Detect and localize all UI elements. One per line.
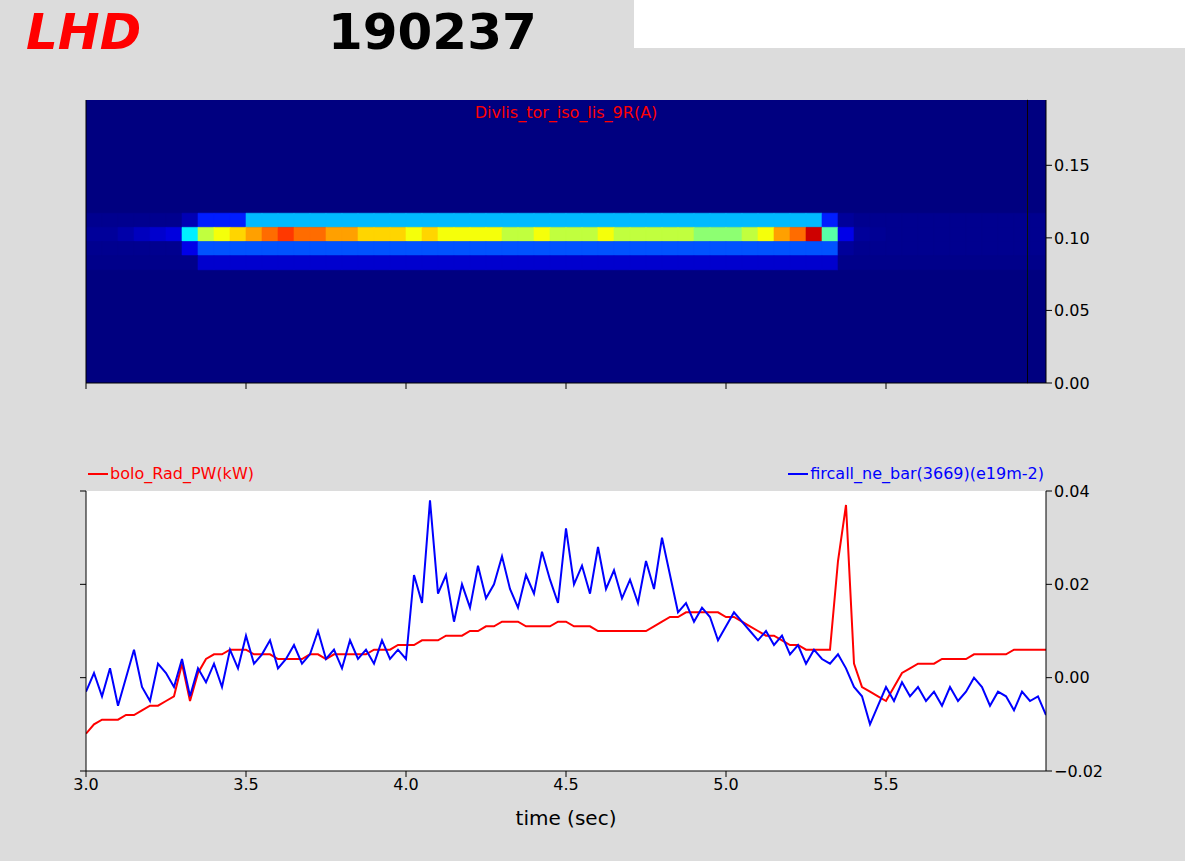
svg-text:0.15: 0.15 [1054, 156, 1090, 175]
svg-text:−0.02: −0.02 [1054, 762, 1103, 781]
svg-text:5.5: 5.5 [873, 775, 898, 794]
html-text:LHD: LHD [26, 3, 142, 61]
svg-text:0.10: 0.10 [1054, 229, 1090, 248]
svg-text:3.0: 3.0 [73, 775, 98, 794]
svg-text:4.5: 4.5 [553, 775, 578, 794]
html-text:bolo_Rad_PW(kW): bolo_Rad_PW(kW) [110, 464, 254, 483]
svg-text:time (sec): time (sec) [516, 806, 617, 830]
svg-text:3.5: 3.5 [233, 775, 258, 794]
svg-text:0.02: 0.02 [1054, 575, 1090, 594]
svg-text:0.05: 0.05 [1054, 301, 1090, 320]
html-text:Divlis_tor_iso_lis_9R(A): Divlis_tor_iso_lis_9R(A) [474, 103, 658, 122]
svg-text:5.0: 5.0 [713, 775, 738, 794]
svg-text:4.0: 4.0 [393, 775, 418, 794]
html-text:190237: 190237 [328, 3, 537, 61]
svg-text:0.00: 0.00 [1054, 668, 1090, 687]
svg-text:0.00: 0.00 [1054, 374, 1090, 393]
svg-text:0.04: 0.04 [1054, 482, 1090, 501]
html-text:fircall_ne_bar(3669)(e19m-2): fircall_ne_bar(3669)(e19m-2) [810, 464, 1044, 483]
